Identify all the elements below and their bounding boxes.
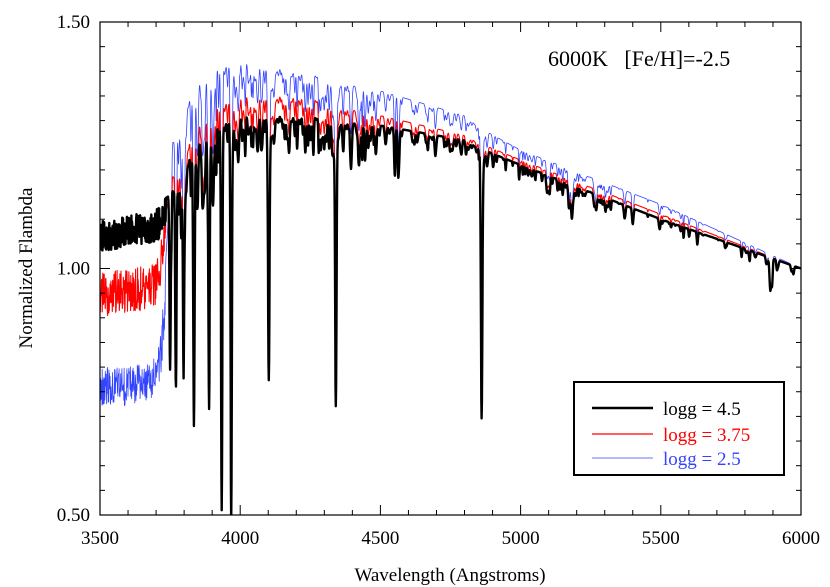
- x-tick-label: 4000: [221, 528, 259, 549]
- series-line-logg-2.5: [100, 64, 801, 515]
- y-tick-label: 1.50: [57, 12, 90, 33]
- y-tick-label: 0.50: [57, 505, 90, 526]
- legend-box: [573, 381, 785, 476]
- x-tick-label: 5000: [502, 528, 540, 549]
- legend-label-logg-4.5: logg = 4.5: [663, 399, 741, 420]
- ticks-layer: [99, 21, 802, 516]
- series-layer: [100, 64, 801, 515]
- x-tick-label: 5500: [642, 528, 680, 549]
- series-line-logg-4.5: [100, 115, 801, 515]
- y-tick-label: 1.00: [57, 259, 90, 280]
- tick-labels-layer: 3500 4000 4500 5000 5500 6000 0.50 1.00 1.50: [57, 12, 820, 549]
- x-tick-label: 4500: [361, 528, 399, 549]
- chart-annotation: 6000K [Fe/H]=-2.5: [548, 46, 730, 71]
- legend-label-logg-3.75: logg = 3.75: [663, 425, 750, 446]
- plot-frame: [99, 21, 802, 516]
- y-axis-title: Normalized Flambda: [16, 187, 37, 348]
- x-tick-label: 6000: [782, 528, 820, 549]
- legend-label-logg-2.5: logg = 2.5: [663, 449, 741, 470]
- x-tick-label: 3500: [81, 528, 119, 549]
- x-axis-title: Wavelength (Angstroms): [354, 565, 545, 586]
- legend: logg = 4.5 logg = 3.75 logg = 2.5: [573, 381, 785, 476]
